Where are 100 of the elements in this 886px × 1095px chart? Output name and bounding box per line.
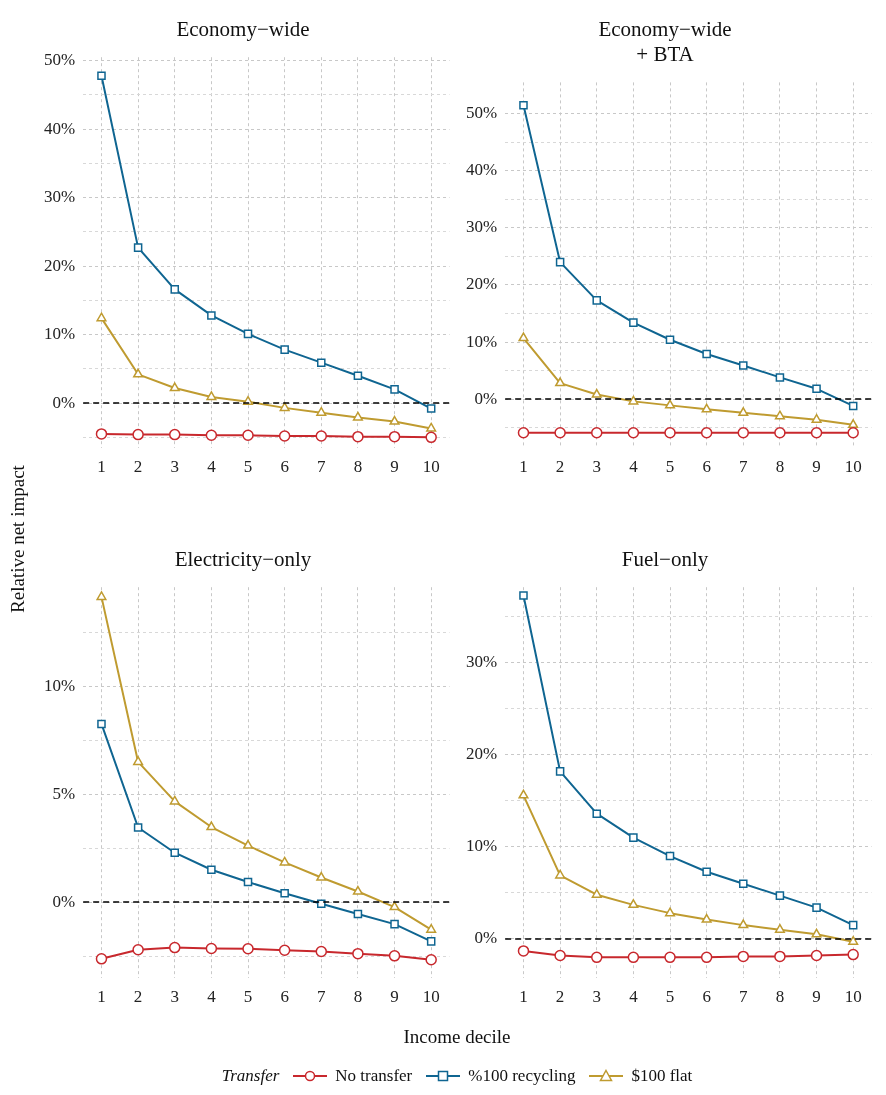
x-axis-title: Income decile — [402, 1026, 512, 1048]
y-tick-label: 0% — [474, 928, 498, 948]
x-tick-label: 7 — [739, 987, 749, 1007]
point — [169, 428, 181, 441]
x-tick-label: 8 — [775, 457, 785, 477]
x-tick-label: 9 — [812, 457, 821, 477]
x-tick-label: 8 — [353, 457, 363, 477]
point — [592, 809, 602, 818]
point — [352, 430, 364, 443]
point — [388, 950, 401, 962]
x-tick-label: 5 — [665, 987, 675, 1007]
x-tick-label: 10 — [844, 457, 862, 477]
point — [847, 427, 859, 439]
x-tick-label: 10 — [422, 987, 440, 1007]
x-tick-label: 6 — [280, 987, 289, 1007]
point — [555, 257, 565, 267]
point — [390, 385, 399, 394]
point — [315, 945, 328, 958]
point — [554, 427, 566, 439]
y-tick-label: 10% — [465, 331, 498, 351]
point — [591, 951, 603, 964]
point — [737, 950, 750, 963]
point — [205, 942, 218, 955]
point — [426, 422, 437, 432]
point — [133, 243, 143, 252]
y-tick-label: 0% — [474, 388, 498, 408]
x-tick-label: 9 — [390, 457, 399, 477]
legend-label: %100 recycling — [468, 1066, 576, 1086]
point — [700, 427, 713, 439]
x-tick-label: 3 — [592, 457, 601, 477]
x-tick-label: 2 — [133, 987, 143, 1007]
point — [133, 368, 144, 378]
point — [774, 427, 786, 439]
point — [169, 795, 180, 805]
x-tick-label: 1 — [97, 457, 106, 477]
y-tick-label: 30% — [43, 187, 76, 207]
point — [629, 833, 638, 842]
point — [737, 427, 750, 439]
chart-title: Fuel−only — [621, 547, 709, 572]
point — [426, 923, 437, 933]
x-tick-label: 7 — [317, 457, 327, 477]
point — [664, 907, 676, 917]
point — [627, 951, 640, 964]
point — [518, 332, 529, 342]
y-tick-label: 10% — [465, 836, 498, 856]
y-axis-title: Relative net impact — [7, 464, 29, 615]
point — [628, 395, 639, 405]
point — [701, 403, 712, 413]
point — [426, 404, 436, 413]
point — [207, 311, 216, 320]
point — [353, 909, 363, 919]
x-tick-label: 10 — [844, 987, 862, 1007]
point — [278, 430, 291, 442]
y-tick-label: 50% — [465, 103, 498, 123]
point — [848, 401, 858, 411]
point — [519, 100, 528, 110]
point — [591, 427, 603, 439]
y-tick-label: 20% — [43, 255, 76, 275]
point — [95, 953, 108, 965]
point — [352, 947, 364, 960]
point — [352, 885, 363, 895]
point — [848, 935, 859, 945]
point — [205, 429, 218, 442]
x-tick-label: 1 — [519, 457, 528, 477]
point — [243, 329, 253, 339]
point — [810, 427, 823, 439]
point — [738, 407, 749, 417]
x-tick-label: 10 — [422, 457, 440, 477]
x-tick-label: 1 — [519, 987, 528, 1007]
x-tick-label: 2 — [555, 987, 565, 1007]
point — [97, 71, 106, 80]
point — [279, 856, 290, 866]
point — [848, 920, 858, 930]
x-tick-label: 2 — [555, 457, 565, 477]
x-tick-label: 4 — [629, 457, 639, 477]
point — [170, 285, 180, 294]
x-tick-label: 8 — [353, 987, 363, 1007]
x-tick-label: 2 — [133, 457, 143, 477]
point — [390, 919, 399, 929]
point — [700, 951, 713, 964]
point — [352, 411, 363, 421]
x-tick-label: 4 — [207, 987, 217, 1007]
y-tick-label: 40% — [43, 118, 76, 138]
chart-title: Economy−wide — [176, 17, 310, 42]
point — [811, 413, 822, 423]
x-tick-label: 7 — [317, 987, 327, 1007]
point — [206, 821, 217, 831]
point — [739, 879, 748, 888]
point — [316, 406, 327, 416]
x-tick-label: 3 — [170, 457, 179, 477]
point — [96, 312, 107, 322]
y-tick-label: 10% — [43, 675, 76, 695]
point — [592, 296, 602, 305]
point — [96, 591, 107, 601]
point — [206, 391, 217, 401]
point — [629, 318, 638, 327]
x-tick-label: 4 — [629, 987, 639, 1007]
point — [243, 877, 253, 887]
point — [317, 358, 326, 367]
point — [665, 335, 675, 345]
